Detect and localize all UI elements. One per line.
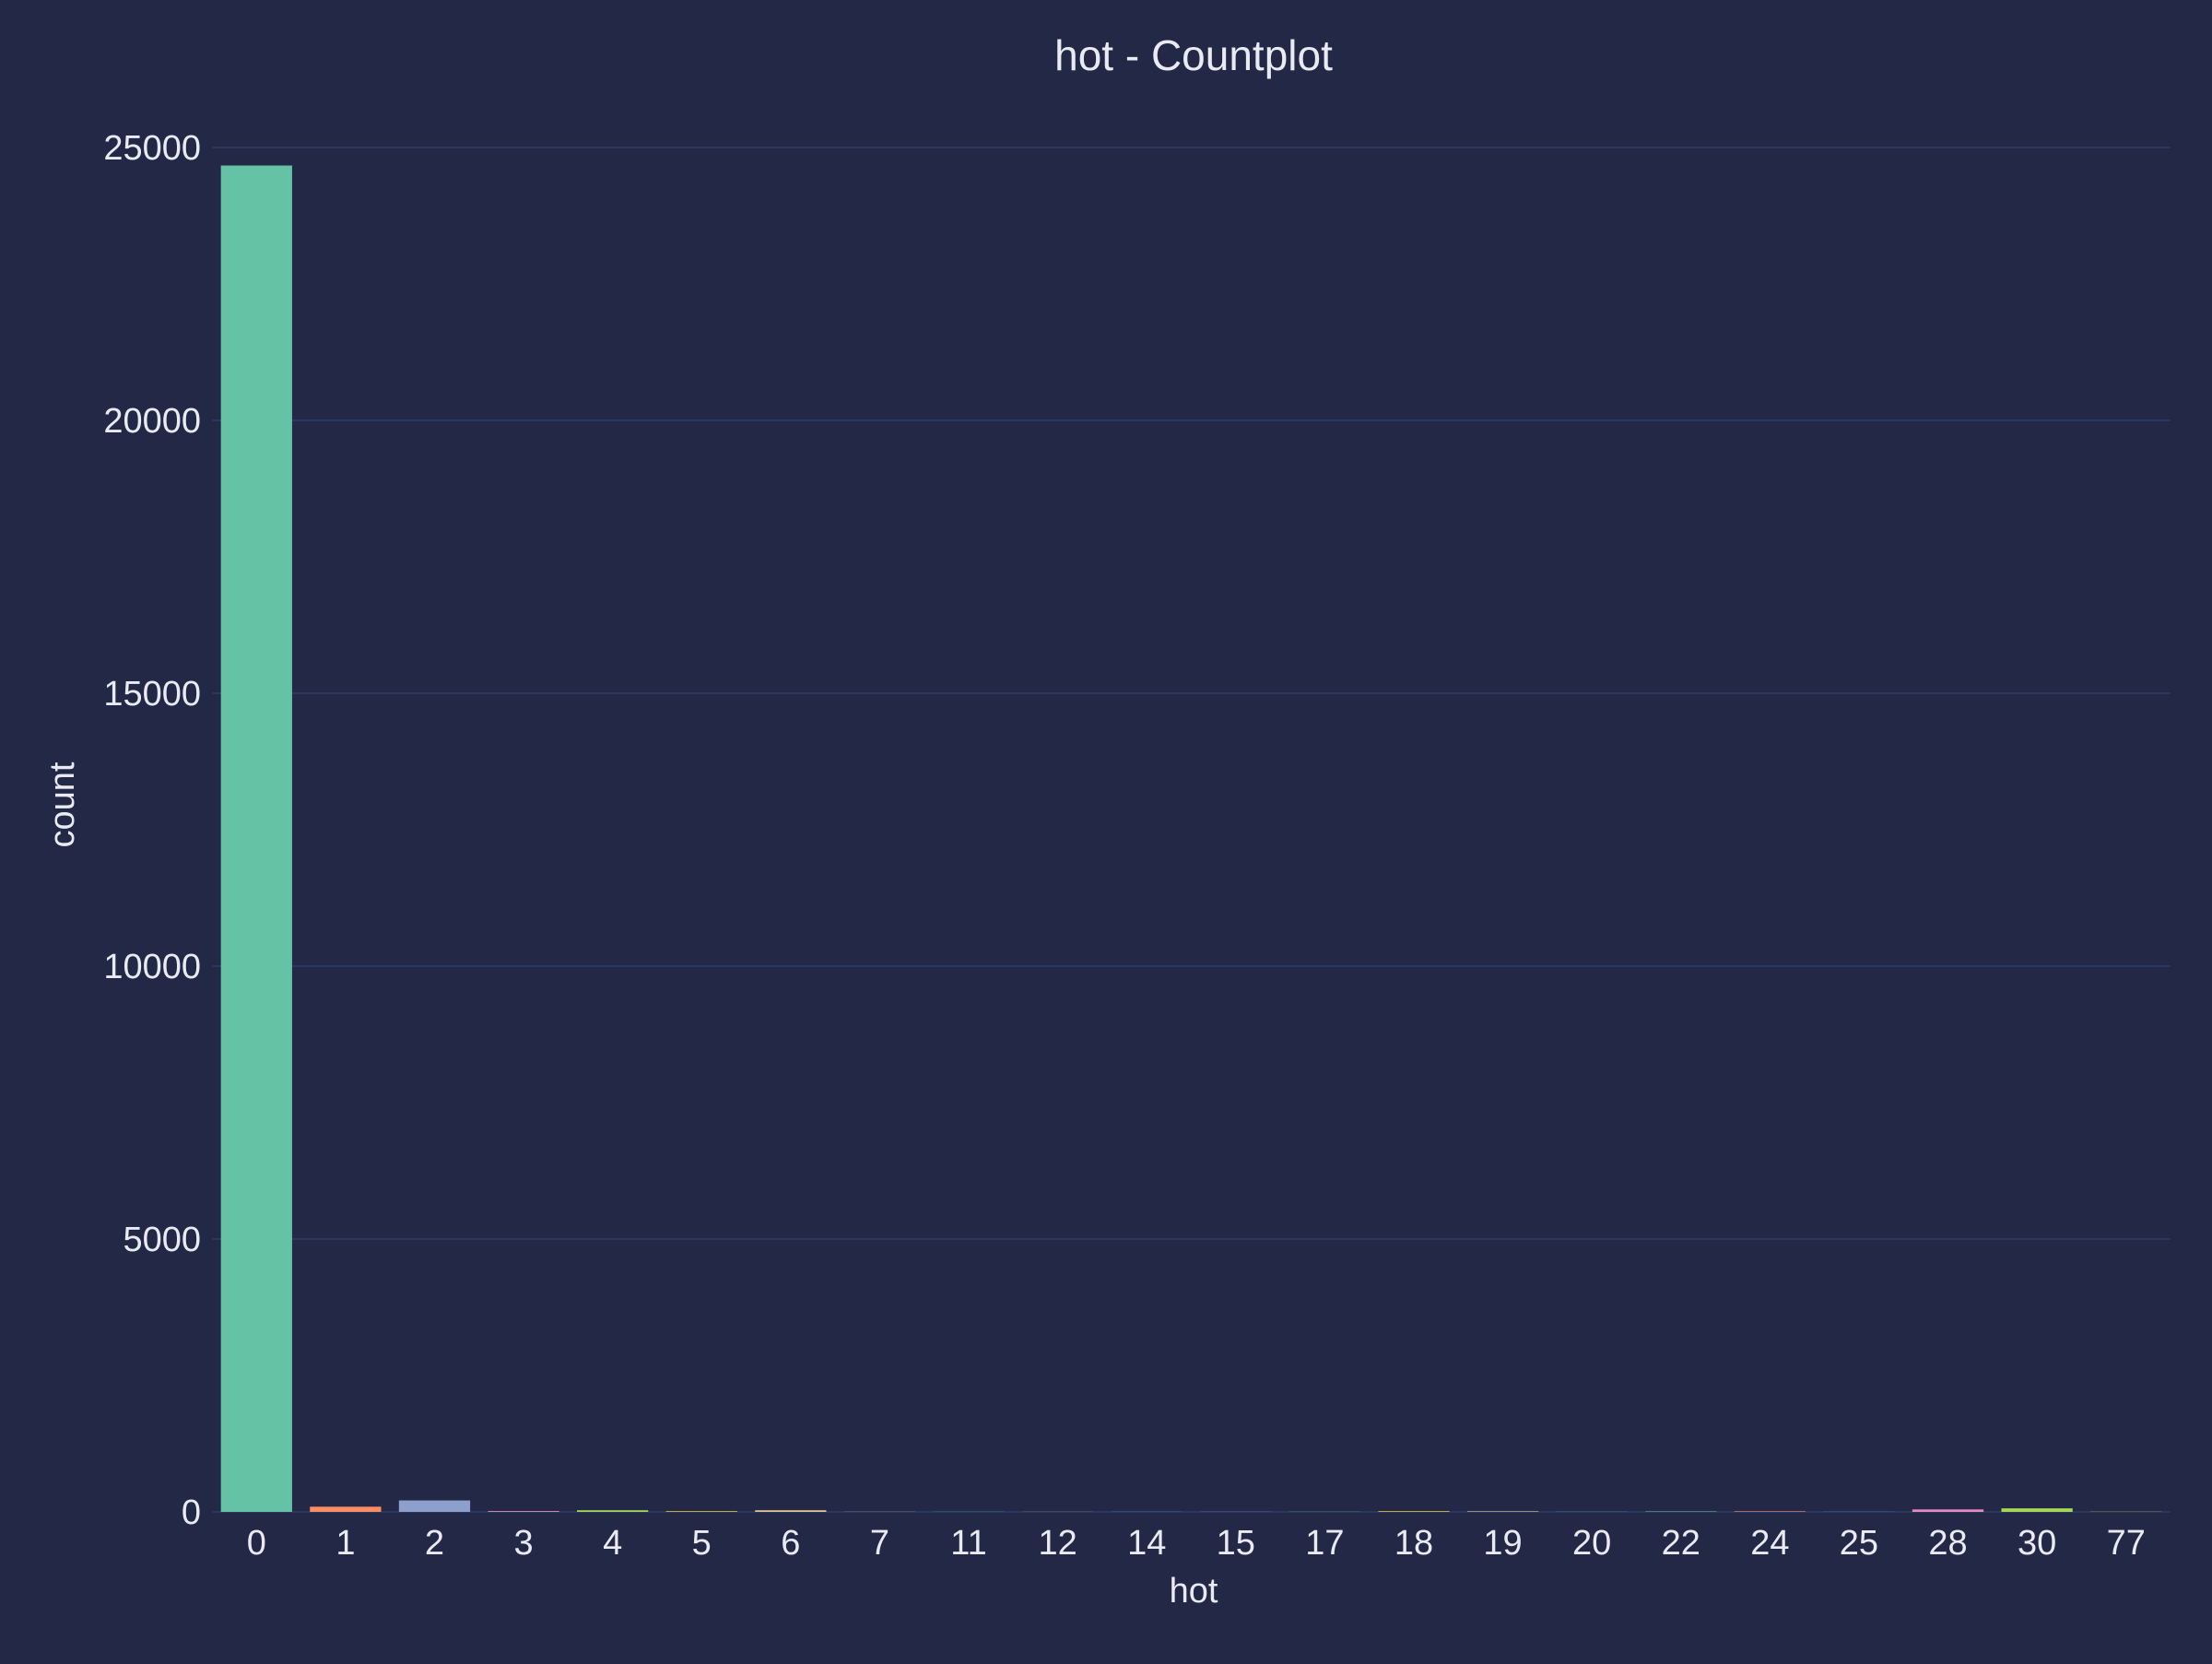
x-tick-label: 14 [1127,1524,1166,1563]
x-tick-label: 0 [247,1524,266,1563]
y-tick-label: 5000 [123,1221,201,1259]
x-tick-label: 6 [781,1524,800,1563]
x-tick-label: 22 [1662,1524,1700,1563]
bar-28 [1912,1509,1983,1512]
x-axis-label: hot [1170,1572,1218,1611]
x-tick-label: 1 [335,1524,355,1563]
chart-title: hot - Countplot [1054,31,1333,79]
bar-18 [1378,1511,1449,1512]
x-tick-label: 18 [1394,1524,1433,1563]
x-tick-label: 20 [1572,1524,1611,1563]
y-tick-label: 0 [182,1493,201,1532]
y-tick-label: 20000 [103,402,201,441]
x-tick-label: 5 [692,1524,712,1563]
x-tick-label: 24 [1750,1524,1789,1563]
bar-30 [2001,1508,2072,1512]
x-tick-label: 30 [2018,1524,2056,1563]
bar-3 [488,1511,559,1512]
x-tick-label: 4 [603,1524,622,1563]
y-tick-label: 25000 [103,129,201,168]
y-axis-label: count [43,761,82,847]
bar-0 [221,166,292,1512]
x-tick-label: 11 [950,1524,986,1563]
bar-24 [1735,1511,1806,1512]
x-tick-label: 77 [2107,1524,2146,1563]
bar-2 [399,1501,470,1512]
x-tick-label: 15 [1217,1524,1255,1563]
x-tick-label: 7 [870,1524,889,1563]
bar-5 [666,1511,737,1512]
bar-1 [310,1506,381,1512]
bar-19 [1467,1511,1538,1512]
x-tick-label: 2 [425,1524,444,1563]
x-tick-label: 3 [513,1524,533,1563]
x-tick-label: 28 [1928,1524,1967,1563]
x-tick-label: 19 [1483,1524,1522,1563]
y-tick-label: 15000 [103,675,201,714]
bar-6 [755,1510,826,1512]
x-tick-label: 25 [1840,1524,1878,1563]
x-tick-label: 12 [1038,1524,1077,1563]
bar-4 [577,1510,648,1512]
x-tick-label: 17 [1305,1524,1344,1563]
y-tick-label: 10000 [103,948,201,986]
